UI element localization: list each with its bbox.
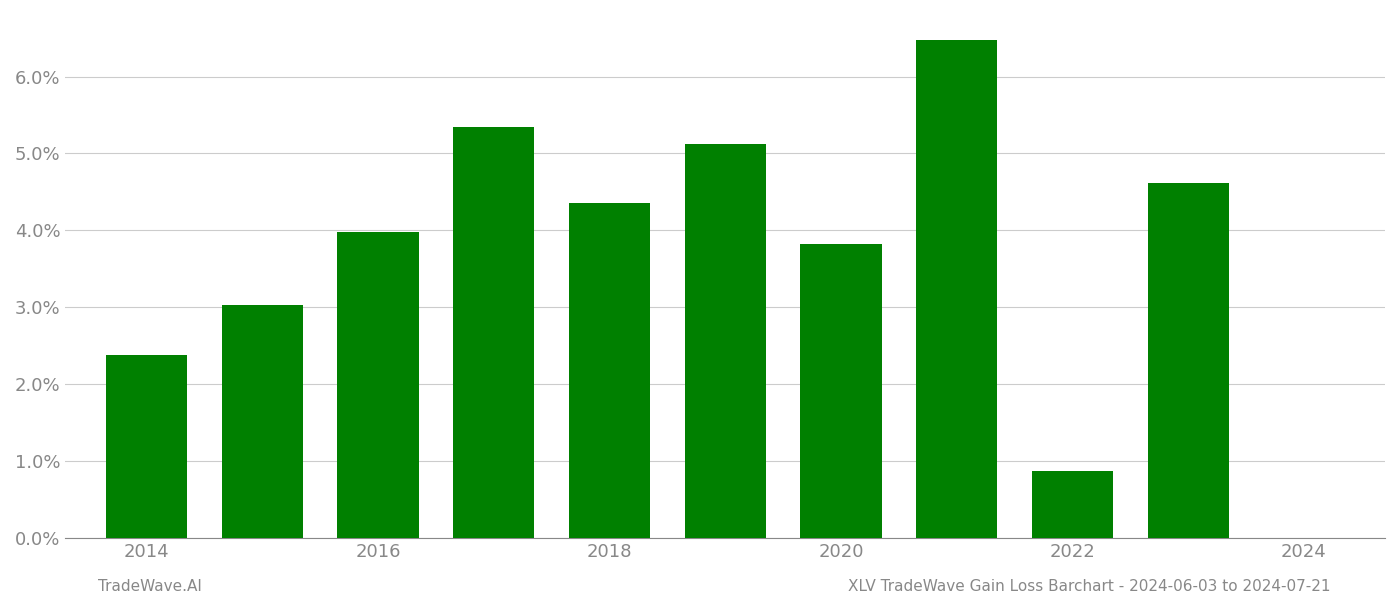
Bar — [106, 355, 188, 538]
Bar — [801, 244, 882, 538]
Bar — [221, 305, 302, 538]
Bar — [1032, 471, 1113, 538]
Text: XLV TradeWave Gain Loss Barchart - 2024-06-03 to 2024-07-21: XLV TradeWave Gain Loss Barchart - 2024-… — [847, 579, 1330, 594]
Bar — [916, 40, 997, 538]
Bar — [685, 144, 766, 538]
Bar — [337, 232, 419, 538]
Text: TradeWave.AI: TradeWave.AI — [98, 579, 202, 594]
Bar — [1148, 183, 1229, 538]
Bar — [568, 203, 650, 538]
Bar — [454, 127, 535, 538]
